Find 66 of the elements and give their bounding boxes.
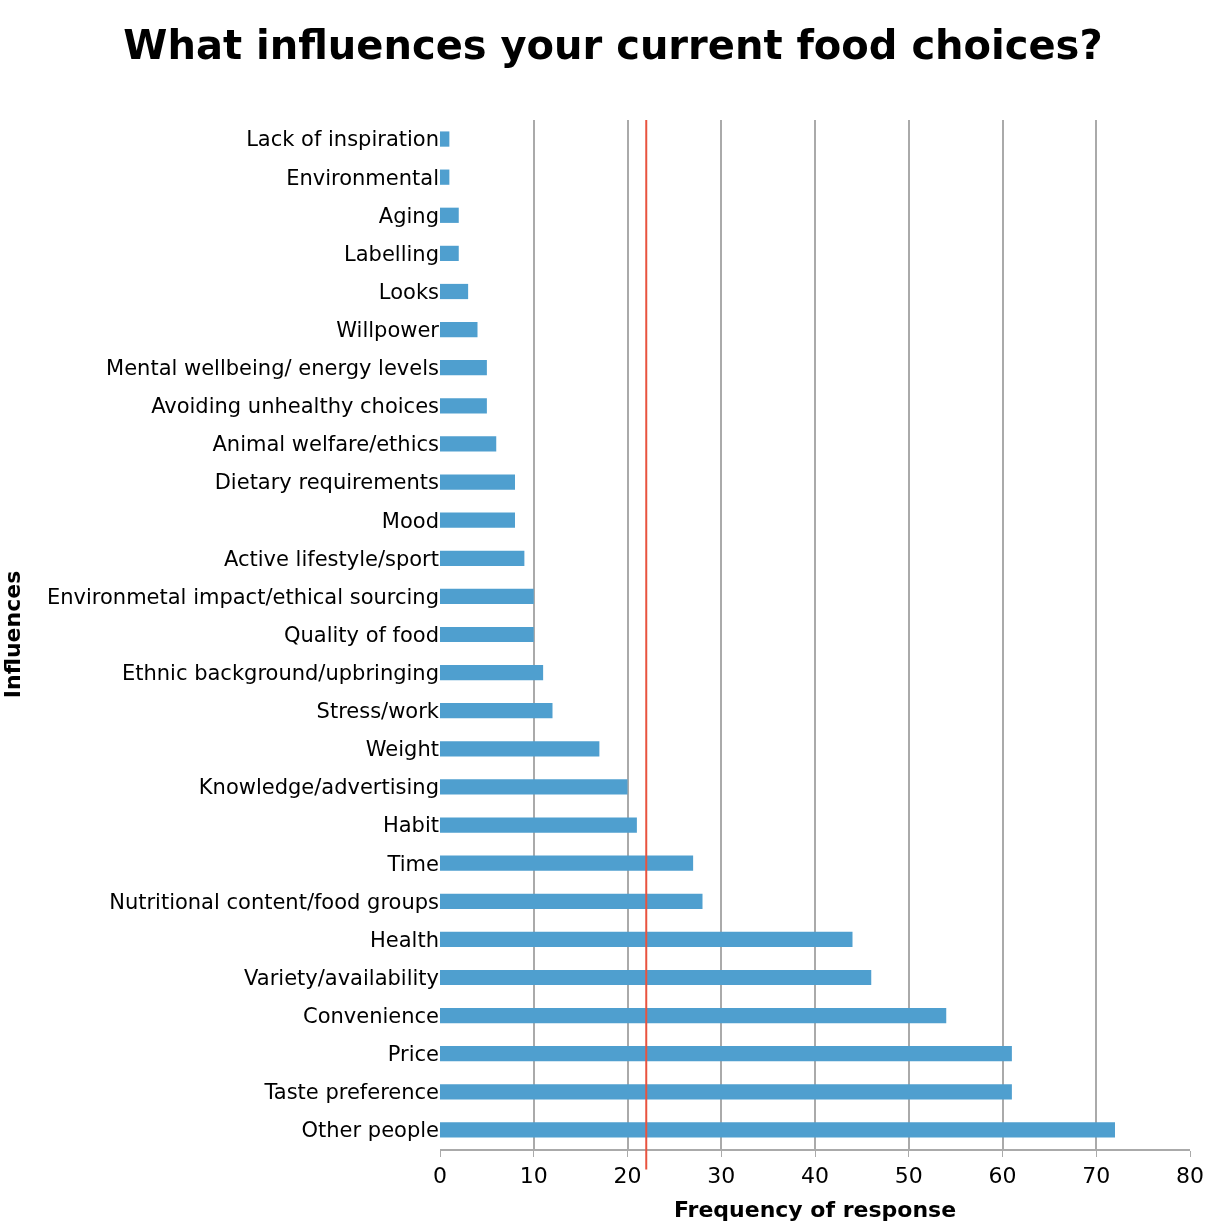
bar [440, 969, 872, 986]
x-tick-label: 50 [894, 1163, 923, 1189]
y-tick-label: Labelling [344, 241, 439, 266]
bar [440, 398, 487, 414]
bar [440, 550, 525, 566]
x-tick-label: 20 [613, 1163, 642, 1189]
y-tick-label: Knowledge/advertising [198, 775, 439, 800]
bar [440, 1122, 1115, 1138]
bar [440, 436, 497, 452]
bar [440, 1084, 1012, 1100]
bar [440, 779, 628, 795]
bar [440, 1007, 947, 1024]
bar [440, 931, 853, 948]
y-tick-label: Variety/availability [244, 965, 439, 990]
y-tick-label: Weight [365, 737, 439, 762]
y-tick-label: Quality of food [283, 622, 439, 647]
y-tick-label: Convenience [302, 1003, 439, 1028]
x-tick-label: 80 [1176, 1163, 1204, 1189]
bar [440, 855, 694, 871]
bar [440, 245, 459, 262]
y-tick-label: Habit [382, 813, 439, 838]
x-tick-label: 60 [988, 1163, 1017, 1189]
x-tick-label: 10 [519, 1163, 548, 1189]
bar [440, 664, 544, 681]
y-tick-label: Looks [378, 279, 439, 304]
y-tick-label: Price [387, 1042, 439, 1067]
bar [440, 321, 478, 338]
y-tick-label: Environmental [286, 165, 439, 190]
bar [440, 474, 515, 490]
x-tick-label: 0 [433, 1163, 447, 1189]
y-tick-label: Stress/work [316, 699, 440, 724]
bar [440, 512, 515, 528]
x-tick-label: 70 [1082, 1163, 1111, 1189]
x-tick-label: 30 [707, 1163, 736, 1189]
y-tick-label: Aging [378, 203, 439, 228]
bar [440, 131, 450, 147]
bar [440, 817, 637, 833]
bar [440, 893, 703, 909]
x-tick-label: 40 [801, 1163, 829, 1189]
bar [440, 360, 487, 376]
bar [440, 1046, 1012, 1062]
y-tick-label: Lack of inspiration [246, 127, 439, 152]
bar [440, 703, 553, 719]
y-tick-label: Ethnic background/upbringing [121, 660, 439, 685]
y-tick-label: Animal welfare/ethics [212, 432, 439, 457]
y-tick-label: Environmetal impact/ethical sourcing [46, 584, 439, 609]
y-tick-label: Avoiding unhealthy choices [151, 394, 439, 419]
bar [440, 626, 534, 643]
y-axis-title: Influences [0, 570, 25, 699]
chart-title: What influences your current food choices? [123, 21, 1103, 68]
bar [440, 283, 469, 300]
x-axis-title: Frequency of response [673, 1196, 957, 1222]
y-tick-label: Time [386, 851, 439, 876]
y-tick-label: Dietary requirements [214, 470, 439, 495]
y-tick-label: Nutritional content/food groups [109, 889, 439, 914]
y-tick-label: Other people [301, 1118, 439, 1143]
bar [440, 169, 450, 185]
y-tick-label: Taste preference [263, 1080, 439, 1105]
y-tick-label: Mood [381, 508, 439, 533]
bar [440, 207, 459, 223]
y-tick-label: Health [370, 927, 439, 952]
y-tick-label: Willpower [336, 317, 440, 342]
y-tick-label: Mental wellbeing/ energy levels [106, 356, 439, 381]
y-tick-label: Active lifestyle/sport [223, 546, 439, 571]
bar [440, 588, 534, 605]
bar [440, 741, 600, 757]
